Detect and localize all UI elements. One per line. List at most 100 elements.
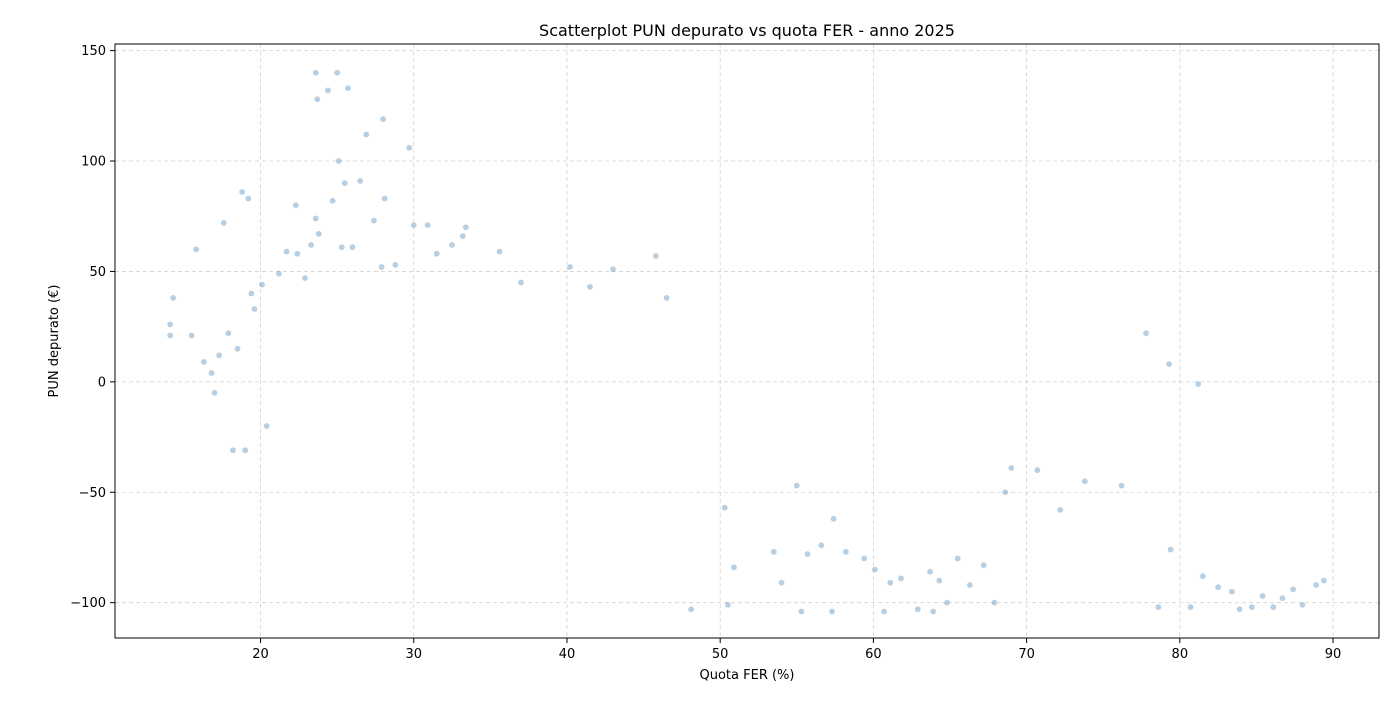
scatter-point	[929, 608, 937, 615]
scatter-point	[1167, 546, 1174, 553]
scatter-point	[586, 283, 594, 291]
grid-lines	[115, 44, 1379, 638]
scatter-point	[312, 215, 319, 222]
scatter-point	[424, 221, 431, 229]
scatter-point	[301, 274, 309, 282]
scatter-point	[887, 579, 894, 586]
scatter-point	[433, 250, 440, 257]
scatter-point	[954, 555, 961, 562]
scatter-point	[462, 224, 470, 231]
scatter-point	[818, 542, 825, 549]
scatter-point	[730, 564, 738, 571]
scatter-point	[314, 96, 321, 103]
scatter-point	[1320, 577, 1328, 584]
scatter-point	[496, 248, 503, 255]
scatter-point	[966, 581, 974, 589]
chart-title: Scatterplot PUN depurato vs quota FER - …	[539, 21, 955, 40]
x-axis-label: Quota FER (%)	[700, 668, 795, 683]
scatter-point	[830, 515, 837, 522]
scatter-point	[943, 599, 951, 606]
scatter-point	[166, 321, 174, 328]
scatter-point	[234, 345, 241, 352]
scatter-point	[798, 608, 805, 615]
scatter-point	[215, 352, 223, 359]
scatter-point	[1155, 603, 1162, 611]
scatter-point	[283, 248, 290, 255]
scatter-point	[1034, 466, 1041, 474]
scatter-point	[566, 263, 574, 271]
x-tick-label: 40	[559, 647, 576, 662]
scatter-point	[828, 608, 836, 615]
x-tick-label: 60	[865, 647, 882, 662]
scatter-point	[842, 548, 850, 556]
y-tick-label: −50	[79, 486, 106, 501]
scatter-point	[324, 87, 332, 94]
scatter-point	[721, 504, 728, 511]
scatter-point	[312, 69, 319, 76]
scatter-point	[926, 568, 934, 575]
y-tick-label: 100	[81, 155, 106, 170]
scatter-point	[804, 550, 811, 558]
scatter-point	[793, 482, 800, 489]
scatter-point	[211, 389, 218, 397]
scatter-point	[1187, 603, 1194, 611]
scatter-point	[448, 241, 456, 249]
scatter-point	[341, 179, 349, 187]
y-tick-label: 0	[98, 375, 106, 390]
x-tick-label: 70	[1018, 647, 1035, 662]
scatter-point	[363, 131, 370, 138]
scatter-point	[1195, 380, 1202, 388]
scatter-point	[166, 332, 174, 339]
scatter-point	[378, 263, 385, 271]
scatter-point	[405, 144, 413, 151]
scatter-point	[861, 555, 868, 562]
scatter-point	[170, 294, 177, 302]
scatter-point	[1081, 478, 1089, 485]
scatter-point	[871, 566, 879, 573]
y-tick-label: 150	[81, 44, 106, 59]
y-axis-label: PUN depurato (€)	[47, 285, 62, 398]
scatter-point	[914, 606, 922, 613]
axis-ticks: 20 30 40 50 60 70 80 90 −100 −50 0 50 100 150	[70, 44, 1341, 662]
x-tick-label: 30	[405, 647, 422, 662]
scatter-point	[663, 294, 670, 302]
scatter-point	[609, 266, 617, 273]
scatter-point	[275, 270, 283, 277]
scatter-point	[991, 599, 998, 606]
scatter-point	[1299, 601, 1306, 609]
x-tick-label: 80	[1172, 647, 1189, 662]
scatter-point	[208, 369, 215, 377]
scatter-point	[1214, 584, 1222, 591]
scatter-point	[356, 177, 364, 185]
scatter-point	[1236, 606, 1243, 613]
scatter-point	[1259, 592, 1266, 600]
scatter-point	[1248, 603, 1256, 611]
scatter-point	[1312, 581, 1320, 589]
scatter-point	[248, 290, 255, 297]
scatter-point	[1118, 482, 1125, 489]
scatter-point	[980, 561, 987, 569]
scatter-point	[338, 243, 345, 251]
scatter-point	[1199, 572, 1207, 580]
scatter-point	[263, 422, 270, 430]
scatter-point	[229, 447, 237, 454]
scatter-point	[292, 201, 299, 209]
scatter-point	[379, 115, 387, 123]
scatter-point	[225, 330, 232, 337]
scatter-point	[238, 188, 246, 196]
x-tick-label: 50	[712, 647, 729, 662]
scatter-point	[652, 252, 660, 260]
scatter-point	[1228, 588, 1236, 595]
scatter-point	[1270, 603, 1277, 611]
scatter-point	[410, 221, 417, 229]
scatter-point	[517, 279, 525, 286]
plot-frame	[114, 43, 1380, 639]
scatter-point	[335, 157, 342, 165]
scatter-point	[1290, 586, 1297, 593]
scatter-point	[1142, 330, 1150, 337]
scatter-point	[315, 230, 322, 238]
scatter-point	[936, 577, 943, 584]
scatter-point	[392, 261, 399, 269]
scatter-point	[1057, 506, 1064, 514]
